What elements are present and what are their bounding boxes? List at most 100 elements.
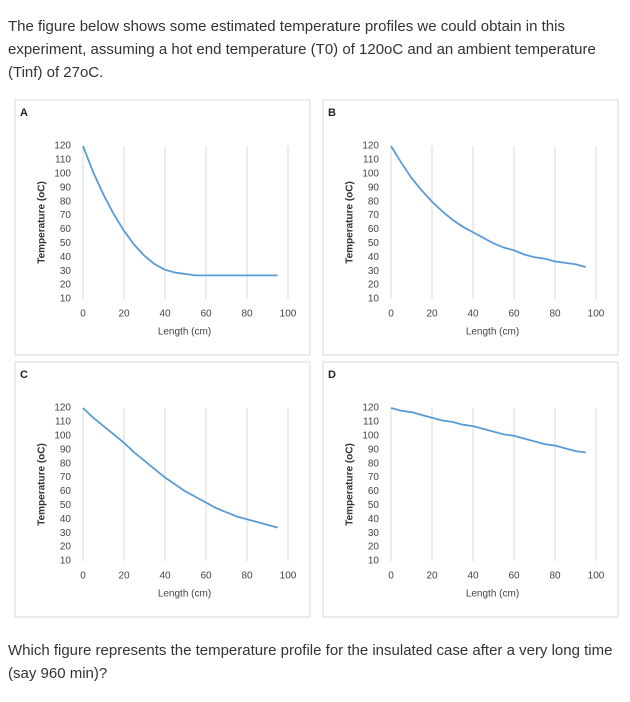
x-tick-label: 60 — [200, 571, 212, 582]
x-tick-label: 40 — [467, 309, 479, 320]
y-tick-label: 120 — [362, 141, 379, 152]
y-tick-label: 30 — [368, 266, 380, 277]
y-tick-label: 40 — [60, 252, 72, 263]
y-tick-label: 30 — [60, 528, 72, 539]
x-tick-label: 100 — [280, 571, 297, 582]
y-tick-label: 100 — [54, 430, 71, 441]
y-tick-label: 10 — [368, 294, 380, 305]
y-tick-label: 60 — [368, 486, 380, 497]
y-tick-label: 20 — [368, 542, 380, 553]
y-tick-label: 100 — [54, 168, 71, 179]
x-tick-label: 100 — [588, 571, 605, 582]
line — [390, 145, 586, 268]
x-tick-label: 20 — [118, 571, 130, 582]
y-tick-label: 100 — [362, 430, 379, 441]
y-tick-label: 10 — [60, 294, 72, 305]
y-tick-label: 110 — [55, 417, 71, 428]
chart-panel: A 0 20 40 60 80 100 10 20 30 40 50 60 70 80 90 100 110 120… — [14, 99, 311, 356]
panel-label: A — [20, 107, 28, 119]
x-axis-title: Length (cm) — [158, 589, 211, 600]
y-tick-label: 50 — [368, 238, 380, 249]
x-tick-label: 40 — [467, 571, 479, 582]
line — [390, 407, 586, 454]
panel-label: D — [328, 369, 336, 381]
y-tick-label: 40 — [368, 514, 380, 525]
chart-panel: B 0 20 40 60 80 100 10 20 30 40 50 60 70 80 90 100 110 120… — [322, 99, 619, 356]
x-tick-label: 80 — [241, 571, 253, 582]
y-tick-label: 110 — [363, 155, 379, 166]
x-tick-label: 20 — [118, 309, 130, 320]
y-tick-label: 10 — [368, 556, 380, 567]
x-axis-title: Length (cm) — [466, 589, 519, 600]
y-tick-label: 90 — [60, 444, 72, 455]
y-tick-label: 50 — [368, 500, 380, 511]
y-tick-label: 30 — [60, 266, 72, 277]
y-tick-label: 120 — [362, 403, 379, 414]
x-tick-label: 60 — [508, 571, 520, 582]
y-tick-label: 80 — [60, 196, 72, 207]
y-tick-label: 20 — [60, 542, 72, 553]
panel-label: C — [20, 369, 28, 381]
x-tick-label: 60 — [508, 309, 520, 320]
y-tick-label: 70 — [60, 210, 72, 221]
y-tick-label: 70 — [60, 472, 72, 483]
x-tick-label: 20 — [426, 309, 438, 320]
x-tick-label: 100 — [588, 309, 605, 320]
panel-label: B — [328, 107, 336, 119]
y-tick-label: 100 — [362, 168, 379, 179]
x-tick-label: 40 — [159, 571, 171, 582]
x-tick-label: 40 — [159, 309, 171, 320]
y-tick-label: 60 — [368, 224, 380, 235]
y-tick-label: 60 — [60, 486, 72, 497]
line — [82, 145, 278, 277]
y-tick-label: 80 — [368, 196, 380, 207]
chart-panel: C 0 20 40 60 80 100 10 20 30 40 50 60 70 80 90 100 110 120… — [14, 361, 311, 618]
y-tick-label: 30 — [368, 528, 380, 539]
intro-text: The figure below shows some estimated te… — [8, 18, 596, 81]
y-tick-label: 50 — [60, 238, 72, 249]
chart-panel: D 0 20 40 60 80 100 10 20 30 40 50 60 70 80 90 100 110 120… — [322, 361, 619, 618]
line — [82, 407, 278, 529]
x-tick-label: 80 — [549, 309, 561, 320]
y-tick-label: 50 — [60, 500, 72, 511]
x-tick-label: 100 — [280, 309, 297, 320]
panel-border — [14, 361, 311, 618]
x-tick-label: 0 — [80, 571, 86, 582]
y-tick-label: 110 — [55, 155, 71, 166]
x-axis-title: Length (cm) — [158, 327, 211, 338]
y-axis-title: Temperature (oC) — [37, 443, 48, 526]
y-axis-title: Temperature (oC) — [37, 181, 48, 264]
y-tick-label: 70 — [368, 210, 380, 221]
x-tick-label: 0 — [388, 309, 394, 320]
panel-border — [14, 99, 311, 356]
y-tick-label: 40 — [368, 252, 380, 263]
y-tick-label: 10 — [60, 556, 72, 567]
y-tick-label: 120 — [54, 141, 71, 152]
x-tick-label: 60 — [200, 309, 212, 320]
y-tick-label: 90 — [368, 182, 380, 193]
panel-border — [322, 361, 619, 618]
y-tick-label: 60 — [60, 224, 72, 235]
y-tick-label: 90 — [368, 444, 380, 455]
y-tick-label: 20 — [368, 280, 380, 291]
y-axis-title: Temperature (oC) — [345, 443, 356, 526]
y-tick-label: 80 — [368, 458, 380, 469]
y-tick-label: 80 — [60, 458, 72, 469]
x-tick-label: 80 — [241, 309, 253, 320]
x-axis-title: Length (cm) — [466, 327, 519, 338]
x-tick-label: 0 — [388, 571, 394, 582]
x-tick-label: 0 — [80, 309, 86, 320]
question-text: Which figure represents the temperature … — [8, 642, 613, 682]
y-tick-label: 20 — [60, 280, 72, 291]
x-tick-label: 20 — [426, 571, 438, 582]
x-tick-label: 80 — [549, 571, 561, 582]
y-axis-title: Temperature (oC) — [345, 181, 356, 264]
panel-border — [322, 99, 619, 356]
y-tick-label: 70 — [368, 472, 380, 483]
y-tick-label: 40 — [60, 514, 72, 525]
y-tick-label: 110 — [363, 417, 379, 428]
y-tick-label: 120 — [54, 403, 71, 414]
y-tick-label: 90 — [60, 182, 72, 193]
